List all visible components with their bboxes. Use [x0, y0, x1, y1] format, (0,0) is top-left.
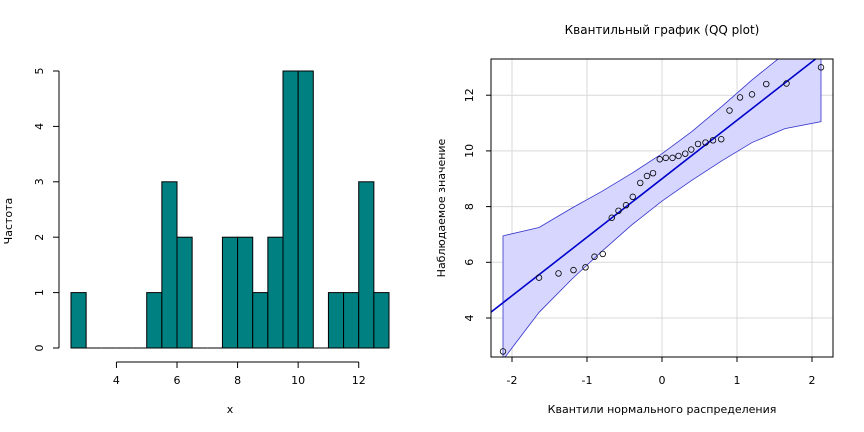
qq-point — [726, 107, 733, 114]
y-tick-label: 5 — [33, 68, 46, 75]
x-tick-label: 2 — [809, 374, 816, 387]
x-tick-label: -1 — [582, 374, 593, 387]
y-tick-label: 1 — [33, 289, 46, 296]
qq-points — [499, 64, 825, 355]
x-tick-label: 4 — [113, 374, 120, 387]
x-tick-label: 0 — [659, 374, 666, 387]
histogram-bar — [161, 181, 178, 349]
qq-point — [656, 156, 663, 163]
y-tick-label: 4 — [33, 123, 46, 130]
qq-point — [817, 64, 825, 71]
histogram-bar — [237, 236, 254, 349]
y-tick-label: 12 — [463, 88, 476, 102]
qq-point — [599, 250, 606, 258]
qq-point — [702, 139, 709, 146]
qq-point — [718, 136, 725, 143]
x-tick-label: 1 — [734, 374, 741, 387]
qq-point — [535, 274, 543, 281]
x-tick-label: 8 — [234, 374, 241, 387]
qq-point — [709, 137, 717, 144]
y-tick-label: 6 — [463, 259, 476, 266]
histogram-bars — [70, 70, 390, 349]
y-tick-label: 3 — [33, 178, 46, 185]
qq-point — [649, 169, 657, 177]
qq-plot-panel: Квантильный график (QQ plot) -2 -1 0 1 2 468… — [435, 23, 834, 416]
qq-point — [675, 152, 682, 160]
qq-point — [643, 172, 651, 180]
qq-point — [622, 202, 630, 209]
qq-point — [615, 207, 622, 214]
histogram-bar — [327, 292, 345, 349]
y-tick-label: 10 — [463, 144, 476, 158]
qq-point — [608, 214, 615, 221]
confidence-band — [502, 59, 822, 357]
histogram-bar — [70, 292, 87, 349]
histogram-bar — [373, 292, 390, 349]
qq-point — [637, 179, 644, 187]
histogram-bar — [343, 292, 360, 349]
qq-point — [582, 264, 589, 271]
y-tick-label: 4 — [463, 315, 476, 322]
qq-point — [688, 146, 695, 153]
y-tick-label: 0 — [33, 345, 46, 352]
x-tick-label: 12 — [352, 374, 366, 387]
histogram-bar — [297, 70, 314, 349]
qq-y-axis-label: Наблюдаемое значение — [435, 138, 448, 277]
histogram-y-axis: 0 1 2 3 4 5 — [33, 68, 60, 352]
qq-point — [783, 80, 790, 87]
qq-y-axis: 4 6 8 10 12 — [463, 88, 491, 322]
histogram-x-axis-label: x — [227, 403, 234, 416]
qq-plot-area — [491, 59, 825, 357]
qq-point — [591, 253, 598, 260]
x-tick-label: 10 — [291, 374, 305, 387]
qq-point — [662, 154, 669, 162]
reference-line — [491, 59, 817, 313]
qq-x-axis-label: Квантили нормального распределения — [548, 403, 777, 416]
histogram-bar — [358, 181, 375, 349]
histogram-bar — [146, 292, 163, 349]
histogram-bar — [176, 236, 193, 349]
qq-point — [499, 348, 507, 355]
qq-point — [629, 193, 636, 201]
qq-x-axis: -2 -1 0 1 2 — [507, 357, 816, 387]
histogram-x-axis: 4 6 8 10 12 — [113, 361, 366, 387]
qq-point — [555, 270, 562, 277]
qq-point — [694, 140, 702, 148]
histogram-bar — [267, 236, 284, 349]
x-tick-label: -2 — [507, 374, 518, 387]
x-tick-label: 6 — [174, 374, 181, 387]
qq-plot-title: Квантильный график (QQ plot) — [565, 23, 760, 37]
qq-point — [748, 91, 756, 98]
histogram-y-axis-label: Частота — [2, 198, 15, 245]
y-tick-label: 8 — [463, 203, 476, 210]
histogram-bar — [252, 292, 269, 349]
qq-point — [669, 154, 676, 162]
y-tick-label: 2 — [33, 234, 46, 241]
histogram-bar — [221, 236, 239, 349]
qq-point — [570, 266, 577, 274]
qq-point — [736, 94, 744, 101]
histogram-bar — [282, 70, 299, 349]
qq-point — [763, 80, 770, 88]
qq-point — [682, 150, 689, 157]
